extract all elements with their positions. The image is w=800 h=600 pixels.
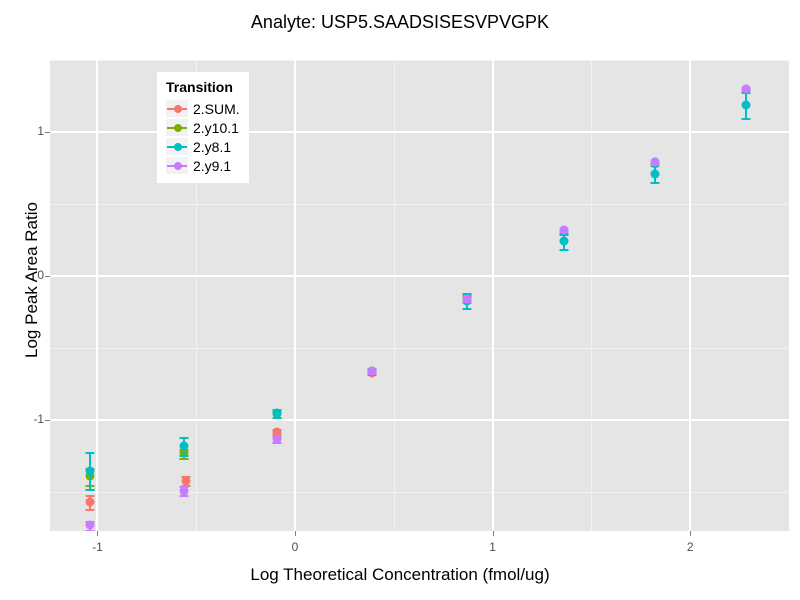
- gridline-minor-horizontal: [50, 60, 789, 61]
- error-bar-cap: [559, 234, 569, 237]
- gridline-major-horizontal: [50, 419, 789, 422]
- legend-item-2-y10-1[interactable]: 2.y10.1: [166, 118, 240, 137]
- legend-item-label: 2.SUM.: [193, 100, 240, 117]
- legend-item-label: 2.y10.1: [193, 119, 239, 136]
- error-bar-cap: [85, 451, 95, 454]
- data-point[interactable]: [85, 466, 95, 475]
- error-bar-cap: [181, 484, 191, 487]
- error-bar-cap: [462, 307, 472, 310]
- data-point[interactable]: [272, 434, 282, 444]
- x-axis-label: Log Theoretical Concentration (fmol/ug): [250, 565, 550, 584]
- legend: Transition 2.SUM. 2.y10.1 2.y8.1 2.y9.1: [157, 72, 249, 183]
- data-point[interactable]: [179, 441, 189, 451]
- data-point[interactable]: [367, 366, 377, 376]
- legend-item-label: 2.y8.1: [193, 138, 232, 155]
- error-bar-cap: [272, 417, 282, 420]
- y-tick-label: 0: [37, 268, 44, 283]
- data-point[interactable]: [462, 294, 472, 304]
- gridline-minor-horizontal: [50, 204, 789, 206]
- gridline-major-horizontal: [50, 131, 789, 134]
- legend-item-label: 2.y9.1: [193, 157, 232, 174]
- y-tick-label: 1: [37, 124, 44, 139]
- gridline-major-vertical: [689, 60, 692, 531]
- gridline-minor-horizontal: [50, 492, 789, 494]
- gridline-minor-vertical: [393, 60, 395, 531]
- legend-items: 2.SUM. 2.y10.1 2.y8.1 2.y9.1: [166, 99, 240, 175]
- y-axis-label: Log Peak Area Ratio: [22, 202, 41, 358]
- legend-title: Transition: [166, 79, 233, 95]
- legend-item-2-y8-1[interactable]: 2.y8.1: [166, 137, 240, 156]
- data-point[interactable]: [559, 236, 569, 246]
- legend-item-2-y9-1[interactable]: 2.y9.1: [166, 156, 240, 175]
- data-point[interactable]: [179, 486, 189, 496]
- error-bar-cap: [85, 494, 95, 497]
- error-bar-cap: [462, 293, 472, 296]
- y-tickmark: [45, 420, 50, 422]
- data-point[interactable]: [272, 408, 282, 418]
- x-tickmark: [690, 531, 692, 536]
- error-bar-cap: [179, 457, 189, 460]
- error-bar-cap: [85, 509, 95, 512]
- gridline-minor-vertical: [591, 60, 593, 531]
- legend-key-icon: [166, 157, 188, 174]
- data-point[interactable]: [272, 427, 282, 437]
- error-bar-cap: [179, 494, 189, 497]
- gridline-major-horizontal: [50, 275, 789, 278]
- legend-key-icon: [166, 119, 188, 136]
- y-tick-label: -1: [33, 412, 44, 427]
- data-point[interactable]: [650, 157, 660, 167]
- error-bar-cap: [741, 117, 751, 120]
- error-bar-cap: [85, 529, 95, 531]
- y-tickmark: [45, 276, 50, 278]
- data-point[interactable]: [85, 520, 95, 530]
- data-point[interactable]: [181, 476, 191, 486]
- data-point[interactable]: [741, 84, 751, 94]
- error-bar-cap: [179, 454, 189, 457]
- legend-key-icon: [166, 138, 188, 155]
- data-point[interactable]: [741, 100, 751, 110]
- legend-key-icon: [166, 100, 188, 117]
- error-bar-cap: [650, 182, 660, 185]
- data-point[interactable]: [559, 225, 569, 235]
- error-bar-cap: [85, 489, 95, 492]
- x-tick-label: 0: [291, 540, 299, 554]
- error-bar-cap: [559, 248, 569, 251]
- legend-item-2-sum-[interactable]: 2.SUM.: [166, 99, 240, 118]
- gridline-major-vertical: [96, 60, 99, 531]
- x-tick-label: 1: [489, 540, 496, 554]
- x-tickmark: [295, 531, 297, 536]
- gridline-major-vertical: [294, 60, 297, 531]
- data-point[interactable]: [85, 497, 95, 507]
- data-point[interactable]: [650, 169, 660, 179]
- x-tick-label: -1: [92, 540, 103, 554]
- gridline-major-vertical: [491, 60, 494, 531]
- gridline-minor-horizontal: [50, 348, 789, 350]
- gridline-minor-vertical: [196, 60, 198, 531]
- x-tick-label: 2: [686, 540, 694, 554]
- chart-title: Analyte: USP5.SAADSISESVPVGPK: [250, 12, 550, 32]
- x-tickmark: [97, 531, 99, 536]
- x-tickmark: [492, 531, 494, 536]
- error-bar-cap: [179, 437, 189, 440]
- y-tickmark: [45, 132, 50, 134]
